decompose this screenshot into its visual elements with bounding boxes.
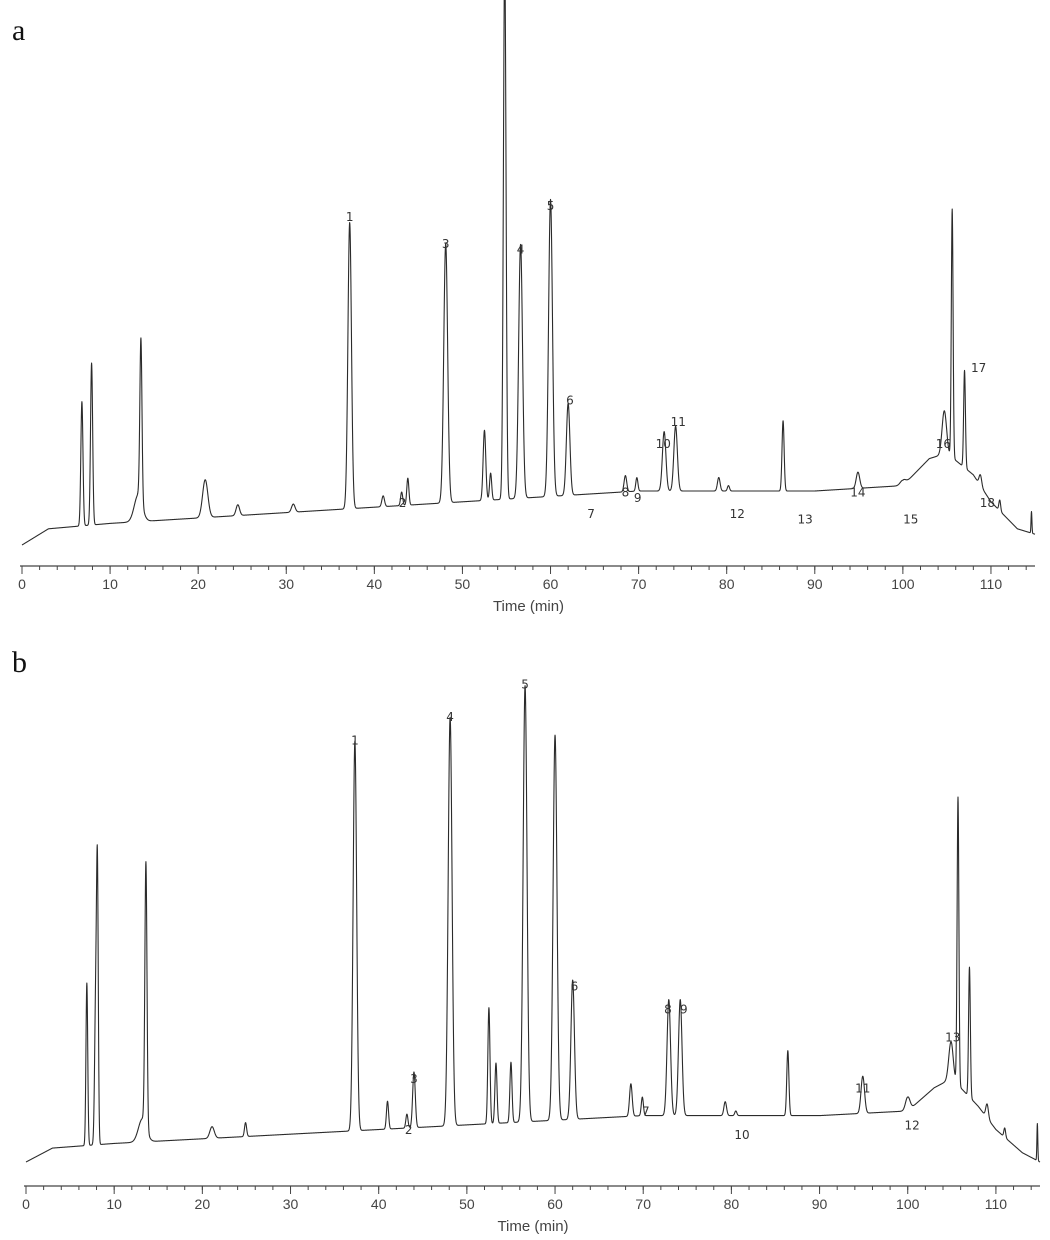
panel-b-tick-label: 50	[459, 1196, 475, 1212]
panel-b-peak-label: 9	[680, 1003, 688, 1017]
panel-b-peak-label: 3	[410, 1072, 418, 1086]
panel-b-tick-label: 20	[195, 1196, 211, 1212]
panel-a-peak-label: 6	[566, 394, 574, 408]
panel-a-peak-label: 11	[671, 415, 686, 429]
panel-a-peak-label: 15	[903, 512, 918, 526]
panel-b-peak-label: 13	[945, 1030, 960, 1044]
panel-a-peak-label: 3	[442, 237, 450, 251]
panel-a-peak-label: 17	[971, 361, 986, 375]
panel-a-tick-label: 30	[278, 576, 294, 592]
panel-b-peak-label: 10	[734, 1128, 749, 1142]
panel-a-trace	[21, 0, 1036, 546]
panel-b-peak-label: 1	[351, 733, 359, 747]
panel-b-tick-label: 40	[371, 1196, 387, 1212]
panel-a-tick-label: 80	[719, 576, 735, 592]
panel-b-tick-label: 100	[896, 1196, 920, 1212]
panel-b-peak-label: 6	[571, 979, 579, 993]
panel-letter-a: a	[12, 14, 25, 47]
panel-a-tick-label: 110	[980, 576, 1003, 592]
panel-a-peak-label: 14	[850, 485, 865, 499]
panel-b-peak-label: 8	[664, 1003, 672, 1017]
panel-a-tick-label: 10	[102, 576, 118, 592]
panel-b-peak-label: 7	[642, 1105, 650, 1119]
panel-b-x-axis-title: Time (min)	[497, 1218, 568, 1235]
panel-a-peak-label: 8	[622, 485, 630, 499]
panel-a-peak-label: 12	[730, 507, 745, 521]
panel-b-peak-label: 5	[521, 678, 529, 692]
panel-a-peak-label: 9	[634, 491, 642, 505]
panel-a-tick-label: 60	[543, 576, 559, 592]
panel-a-peak-label: 16	[936, 437, 951, 451]
panel-b-tick-label: 70	[635, 1196, 651, 1212]
panel-b-tick-label: 10	[106, 1196, 122, 1212]
panel-b-tick-label: 90	[812, 1196, 828, 1212]
panel-a-peak-label: 18	[980, 496, 995, 510]
panel-b-peak-label: 11	[855, 1081, 870, 1095]
panel-b-tick-label: 80	[724, 1196, 740, 1212]
panel-b-tick-label: 0	[22, 1196, 30, 1212]
panel-a-tick-label: 90	[807, 576, 823, 592]
panel-a-tick-label: 0	[18, 576, 26, 592]
panel-a-peak-label: 2	[399, 496, 407, 510]
panel-b-tick-label: 60	[547, 1196, 563, 1212]
panel-a-peak-label: 1	[346, 210, 354, 224]
panel-a-tick-label: 50	[455, 576, 471, 592]
panel-b-peak-label: 2	[405, 1123, 413, 1137]
panel-a-tick-label: 20	[190, 576, 206, 592]
panel-a-tick-label: 40	[367, 576, 383, 592]
panel-a-peak-label: 7	[587, 507, 595, 521]
panel-a-tick-label: 70	[631, 576, 647, 592]
panel-letter-b: b	[12, 646, 27, 679]
panel-a-peak-label: 5	[547, 199, 555, 213]
panel-a-peak-label: 4	[517, 242, 525, 256]
panel-b-tick-label: 110	[985, 1196, 1008, 1212]
panel-a-peak-label: 10	[656, 437, 671, 451]
panel-b-peak-label: 4	[446, 710, 454, 724]
panel-a-x-axis-title: Time (min)	[493, 598, 564, 615]
panel-b-trace	[25, 685, 1041, 1163]
panel-a-tick-label: 100	[891, 576, 915, 592]
panel-a-peak-label: 13	[797, 512, 812, 526]
panel-b-peak-label: 12	[905, 1119, 920, 1133]
panel-b-tick-label: 30	[283, 1196, 299, 1212]
